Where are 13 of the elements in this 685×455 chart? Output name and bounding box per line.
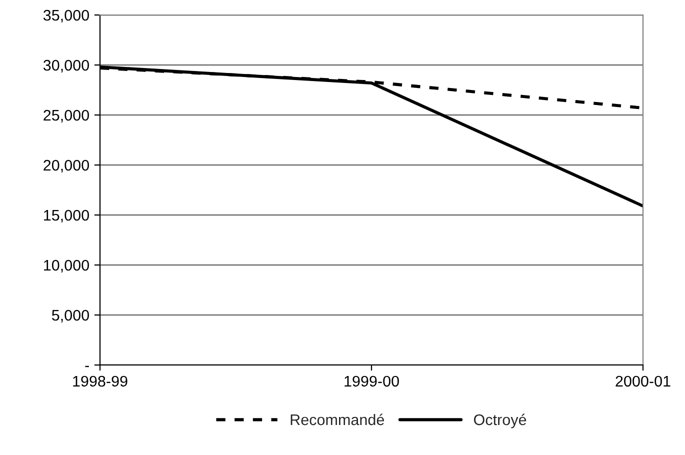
y-tick-label: 20,000	[44, 160, 89, 172]
y-tick-label: -	[85, 366, 89, 368]
legend-label: Recommandé	[290, 414, 384, 426]
y-tick-label: 5,000	[52, 310, 89, 322]
x-tick-label: 1999-00	[344, 376, 399, 387]
y-tick-label: 25,000	[44, 110, 89, 122]
y-tick-label: 10,000	[44, 260, 89, 272]
y-tick-label: 15,000	[44, 210, 89, 222]
legend-label: Octroyé	[474, 414, 526, 428]
y-tick-label: 35,000	[43, 10, 89, 22]
y-tick-label: 30,000	[43, 60, 89, 72]
x-tick-label: 2000-01	[616, 376, 670, 387]
x-tick-label: 1998-99	[73, 376, 128, 387]
